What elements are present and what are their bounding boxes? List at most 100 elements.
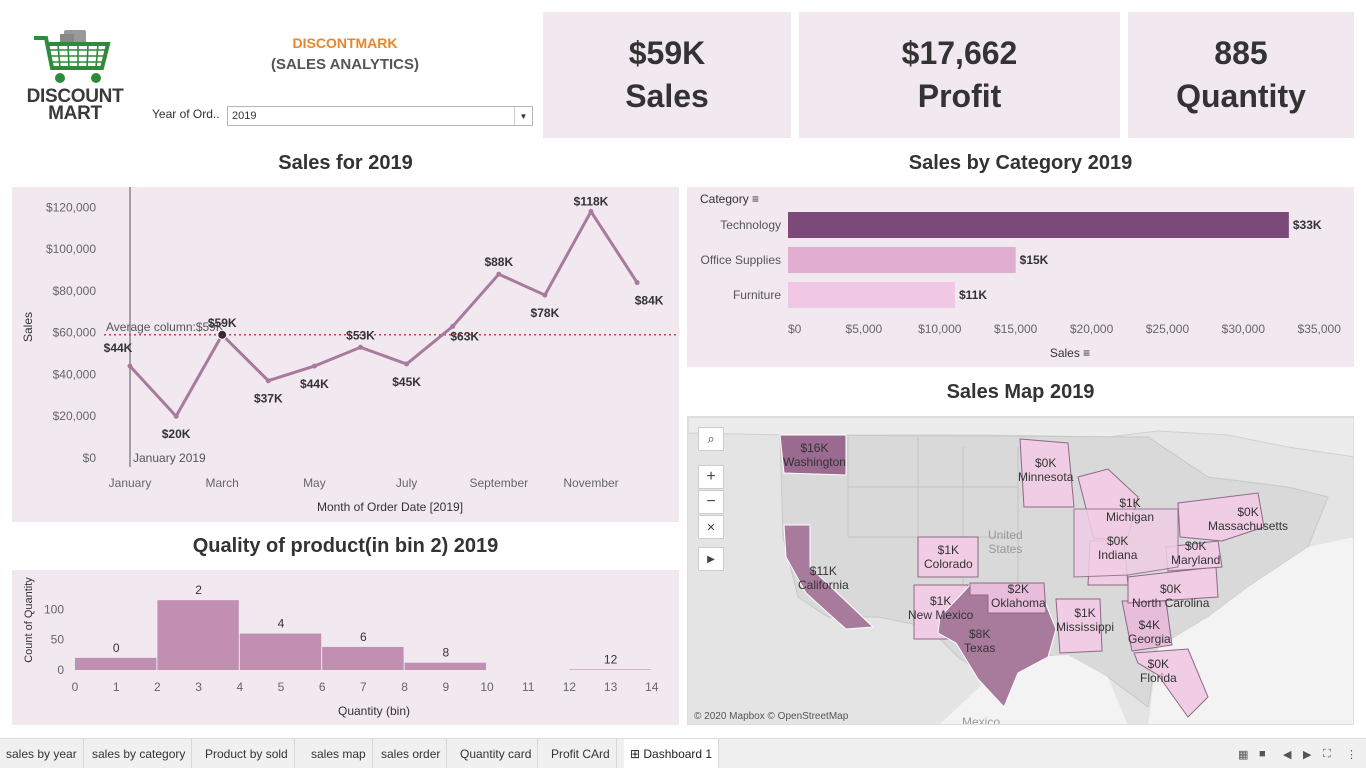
search-icon: ⌕	[707, 431, 715, 446]
y-tick-label: $20,000	[53, 409, 97, 423]
sales-map[interactable]: ⌕ + − ✕ ▶ $16K Washington $0K Minnesota $1K M…	[687, 416, 1354, 725]
map-state-northeast	[1177, 492, 1265, 542]
sales-kpi-label: Sales	[625, 78, 709, 114]
sales-point	[542, 292, 548, 298]
chevron-down-icon[interactable]: ▼	[514, 107, 532, 125]
map-state-value: $4K	[1138, 618, 1161, 632]
sales-series-line	[128, 208, 639, 419]
category-bar	[788, 282, 955, 308]
brand-subtitle: (SALES ANALYTICS)	[270, 56, 420, 73]
sheet-tab[interactable]: sales by year	[0, 739, 84, 768]
map-state-value: $0K	[1035, 456, 1057, 470]
hist-y-tick: 0	[57, 663, 64, 677]
fullscreen-icon[interactable]: ⛶	[1323, 748, 1331, 760]
y-axis-title: Sales	[21, 312, 35, 342]
sheet-tab[interactable]: Product by sold	[199, 739, 295, 768]
category-bar	[788, 247, 1016, 273]
histogram-bin-label: 4	[278, 617, 285, 631]
hist-x-tick: 13	[604, 680, 618, 694]
sales-point	[311, 363, 317, 369]
map-pin-button[interactable]: ✕	[698, 515, 724, 539]
sales-point	[450, 323, 456, 329]
category-bar-chart[interactable]: Category ≡ Technology $33K Office Supplies $…	[687, 187, 1354, 367]
category-chart-title: Sales by Category 2019	[908, 152, 1133, 174]
next-sheet-icon[interactable]: ▶	[1303, 749, 1312, 761]
play-icon: ▶	[707, 553, 715, 565]
sheet-tab[interactable]: sales by category	[86, 739, 193, 768]
histogram-bin-label: 0	[113, 641, 120, 655]
y-tick-label: $80,000	[53, 284, 97, 298]
sales-point	[358, 344, 363, 350]
year-filter-label: Year of Ord..	[152, 107, 220, 121]
hist-y-tick: 50	[51, 633, 65, 647]
sales-point	[265, 378, 271, 384]
profit-kpi-label: Profit	[917, 78, 1002, 114]
hist-x-tick: 14	[645, 680, 659, 694]
hist-x-tick: 12	[563, 680, 577, 694]
y-tick-label: $0	[83, 451, 97, 465]
logo-text-line1: DISCOUNT	[26, 86, 124, 107]
map-search-button[interactable]: ⌕	[698, 427, 724, 451]
category-label: Technology	[720, 218, 781, 232]
histogram-title: Quality of product(in bin 2) 2019	[192, 535, 499, 557]
map-state-value: $0K	[1147, 657, 1170, 671]
shopping-cart-icon	[34, 30, 111, 83]
sales-tick-label: $30,000	[1222, 322, 1266, 336]
category-data-label: $33K	[1293, 218, 1322, 232]
sales-tick-label: $0	[788, 322, 802, 336]
sheet-tab[interactable]: Profit CArd	[545, 739, 617, 768]
y-tick-label: $120,000	[46, 200, 96, 214]
sheet-tab-label: Product by sold	[205, 747, 288, 761]
sheet-tab-label: sales order	[381, 747, 441, 761]
y-tick-label: $60,000	[53, 326, 97, 340]
grid-view-icon[interactable]: ▦	[1238, 749, 1249, 761]
profit-kpi-value: $17,662	[901, 35, 1018, 71]
sales-line-chart[interactable]: $0 $20,000 $40,000 $60,000 $80,000 $100,000 $1…	[12, 187, 679, 522]
map-state-label: $0K Minnesota	[1018, 456, 1073, 484]
map-attribution: © 2020 Mapbox © OpenStreetMap	[694, 711, 849, 722]
sheet-tab-label: sales by year	[6, 747, 77, 761]
sales-data-label: $88K	[484, 255, 513, 269]
sales-tick-label: $35,000	[1298, 322, 1342, 336]
sales-kpi-card: $59K Sales	[543, 12, 791, 138]
map-zoom-in-button[interactable]: +	[698, 465, 724, 489]
filmstrip-icon[interactable]: ■	[1259, 748, 1266, 760]
map-state-value: $1K	[930, 594, 952, 608]
histogram-bar	[75, 657, 157, 670]
map-state-midwest	[1073, 508, 1179, 578]
map-play-button[interactable]: ▶	[698, 547, 724, 571]
map-state-label: $0K Maryland	[1171, 539, 1220, 567]
map-state-oklahoma	[969, 582, 1047, 614]
sales-line-chart-panel: $0 $20,000 $40,000 $60,000 $80,000 $100,000 $1…	[12, 187, 679, 522]
zoom-in-icon: +	[706, 468, 716, 485]
quantity-kpi-value: 885	[1214, 35, 1268, 71]
map-zoom-out-button[interactable]: −	[698, 490, 724, 514]
histogram-bin-label: 6	[360, 630, 367, 644]
sheet-tab-label: Profit CArd	[551, 747, 610, 761]
hist-x-tick: 9	[442, 680, 449, 694]
x-tick-label: July	[396, 476, 417, 490]
map-state-washington	[779, 434, 847, 476]
sales-axis-title: Sales ≡	[1050, 346, 1090, 360]
y-tick-label: $100,000	[46, 242, 96, 256]
x-tick-label: September	[469, 476, 528, 490]
sales-data-label: $20K	[162, 427, 191, 441]
sheet-tab[interactable]: sales map	[305, 739, 373, 768]
map-state-name: Maryland	[1171, 553, 1221, 567]
sheet-tab[interactable]: sales order	[375, 739, 448, 768]
sheet-tab[interactable]: ⊞ Dashboard 1	[624, 739, 720, 768]
hist-x-tick: 11	[522, 680, 535, 694]
year-filter-dropdown[interactable]: 2019 ▼	[227, 106, 533, 126]
map-state-name: Georgia	[1128, 632, 1171, 646]
map-state-name: New Mexico	[908, 608, 974, 622]
category-label: Office Supplies	[701, 253, 782, 267]
sales-data-label: $44K	[104, 341, 133, 355]
more-options-icon[interactable]: ⋮	[1346, 749, 1357, 761]
map-state-label: $2K Oklahoma	[991, 582, 1046, 610]
brand-title: DISCONTMARK	[292, 35, 398, 51]
average-reference-label: Average column:$59K	[106, 320, 224, 334]
sheet-tab-label: Quantity card	[460, 747, 532, 761]
prev-sheet-icon[interactable]: ◀	[1283, 749, 1292, 761]
sheet-tab[interactable]: Quantity card	[454, 739, 539, 768]
